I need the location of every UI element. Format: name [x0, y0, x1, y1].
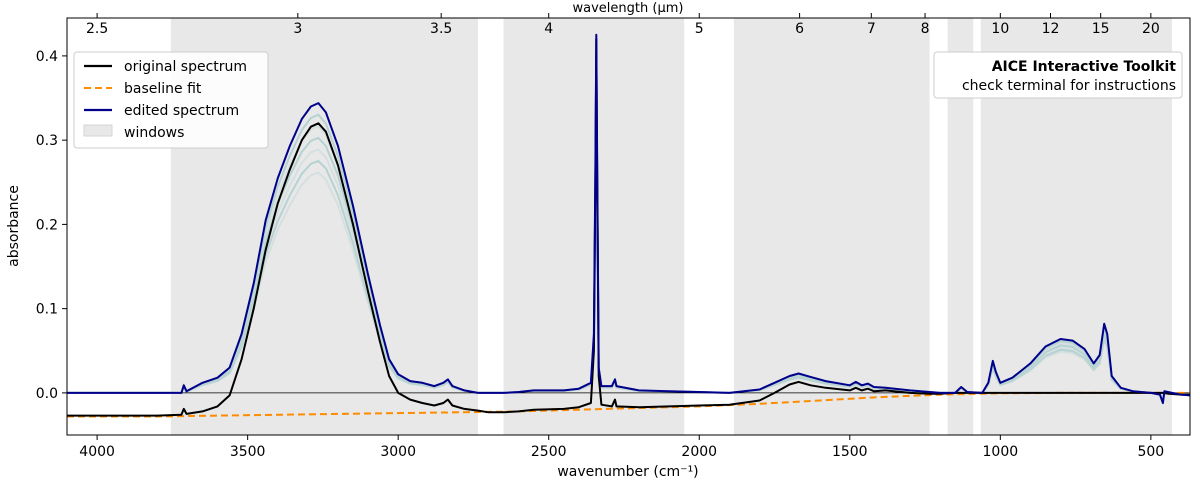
top-tick-label-5: 5 [695, 21, 704, 37]
y-axis-ticks: 0.0 0.1 0.2 0.3 0.4 [36, 49, 67, 402]
x-tick-label-2000: 2000 [681, 444, 717, 460]
x-tick-label-1500: 1500 [832, 444, 868, 460]
x-tick-label-1000: 1000 [983, 444, 1019, 460]
plot-frame [66, 17, 1191, 436]
x-tick-label-2500: 2500 [531, 444, 567, 460]
annotation-frame [933, 51, 1183, 99]
top-tick-label-3.5: 3.5 [430, 21, 452, 37]
legend-label-original: original spectrum [124, 59, 247, 75]
y-tick-label-0.3: 0.3 [36, 133, 58, 149]
y-tick-label-0.2: 0.2 [36, 217, 58, 233]
top-axis-label: wavelength (µm) [573, 1, 684, 16]
top-tick-label-2.5: 2.5 [86, 21, 108, 37]
legend-box [73, 51, 269, 149]
y-tick-label-0.0: 0.0 [36, 386, 58, 402]
x-tick-label-500: 500 [1137, 444, 1164, 460]
x-axis-label: wavenumber (cm⁻¹) [557, 464, 698, 480]
top-tick-label-8: 8 [921, 21, 930, 37]
legend: original spectrum baseline fit edited sp… [73, 51, 269, 149]
top-tick-label-7: 7 [867, 21, 876, 37]
legend-label-edited: edited spectrum [124, 103, 239, 119]
top-tick-label-10: 10 [991, 21, 1009, 37]
x-axis-ticks: 4000 3500 3000 2500 2000 1500 1000 500 [79, 435, 1164, 460]
top-tick-label-3: 3 [293, 21, 302, 37]
y-axis-label: absorbance [6, 185, 22, 267]
legend-label-windows: windows [124, 125, 184, 141]
y-tick-label-0.1: 0.1 [36, 302, 58, 318]
y-tick-label-0.4: 0.4 [36, 49, 58, 65]
top-tick-label-6: 6 [795, 21, 804, 37]
top-tick-label-4: 4 [544, 21, 553, 37]
annotation-title: AICE Interactive Toolkit [992, 59, 1177, 75]
legend-swatch-windows [83, 124, 113, 137]
legend-label-baseline: baseline fit [124, 81, 202, 97]
x-tick-label-3500: 3500 [230, 444, 266, 460]
series-original-spectrum [67, 38, 1190, 417]
top-axis-ticks: 2.5 3 3.5 4 5 6 7 8 10 12 15 20 [86, 13, 1160, 37]
series-edited-spectrum [67, 33, 1191, 404]
annotation-box: AICE Interactive Toolkit check terminal … [933, 51, 1183, 99]
series-lines [67, 33, 1191, 418]
window-region-2 [733, 18, 930, 435]
top-tick-label-20: 20 [1142, 21, 1160, 37]
top-tick-label-15: 15 [1092, 21, 1110, 37]
annotation-subtitle: check terminal for instructions [962, 78, 1176, 94]
top-tick-label-12: 12 [1042, 21, 1060, 37]
x-tick-label-3000: 3000 [380, 444, 416, 460]
x-tick-label-4000: 4000 [79, 444, 115, 460]
